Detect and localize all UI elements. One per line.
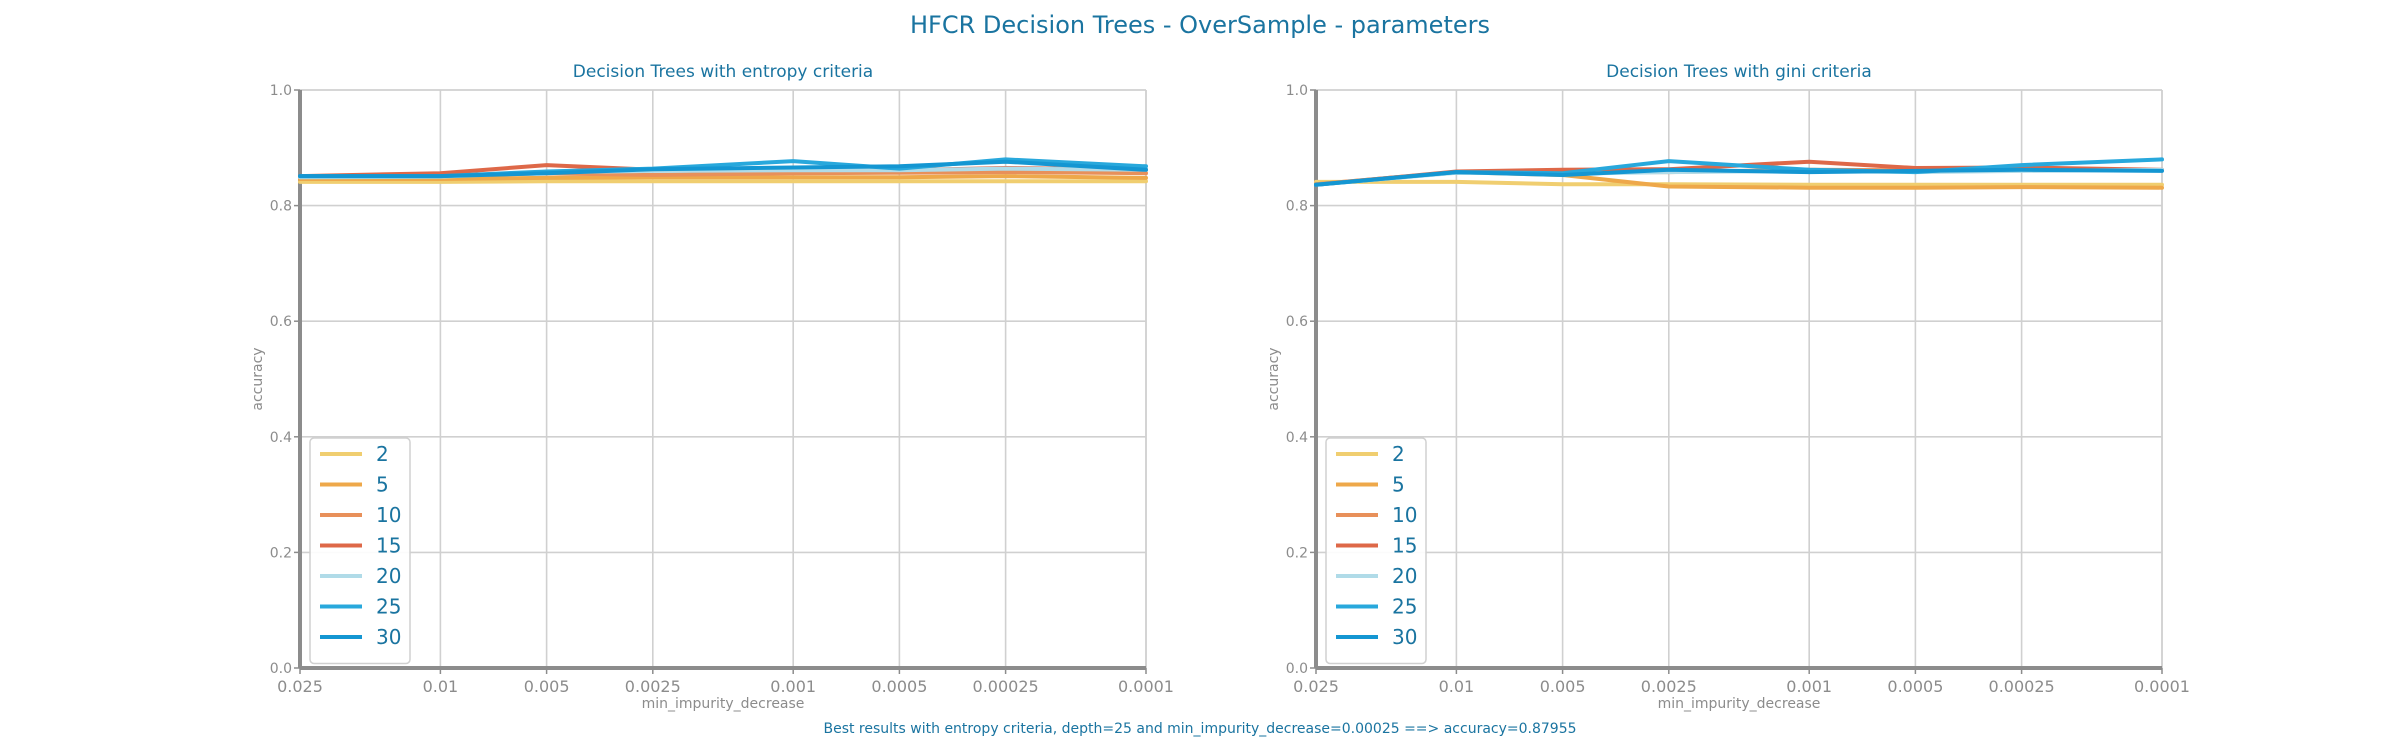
legend-label: 20 (1392, 564, 1417, 588)
y-tick-label: 0.6 (270, 314, 292, 330)
x-tick-label: 0.0001 (2134, 677, 2190, 696)
x-tick-label: 0.01 (423, 677, 459, 696)
x-tick-label: 0.0001 (1118, 677, 1174, 696)
legend-label: 10 (1392, 503, 1417, 527)
figure-title: HFCR Decision Trees - OverSample - param… (910, 11, 1490, 39)
legend-label: 5 (376, 473, 389, 497)
y-axis-label: accuracy (1266, 347, 1282, 410)
series-line-depth-5 (298, 174, 1148, 181)
y-tick-label: 0.0 (270, 661, 292, 677)
x-tick-label: 0.00025 (1989, 677, 2055, 696)
series-line-depth-2 (1314, 179, 2164, 187)
y-tick-label: 0.2 (1286, 545, 1308, 561)
x-tick-label: 0.025 (1293, 677, 1339, 696)
series-line-depth-30 (298, 159, 1148, 179)
y-tick-label: 0.2 (270, 545, 292, 561)
x-tick-label: 0.001 (1786, 677, 1832, 696)
legend-label: 10 (376, 503, 401, 527)
x-tick-label: 0.00025 (973, 677, 1039, 696)
legend-label: 30 (376, 625, 401, 649)
x-tick-label: 0.001 (770, 677, 816, 696)
legend-label: 25 (1392, 595, 1417, 619)
y-tick-label: 0.8 (1286, 199, 1308, 215)
y-tick-label: 1.0 (270, 83, 292, 99)
series-line-depth-30 (1314, 167, 2164, 187)
x-axis-label: min_impurity_decrease (1658, 696, 1821, 712)
x-axis-label: min_impurity_decrease (642, 696, 805, 712)
x-tick-label: 0.0025 (625, 677, 681, 696)
legend-label: 2 (376, 442, 389, 466)
x-tick-label: 0.01 (1439, 677, 1475, 696)
x-tick-label: 0.025 (277, 677, 323, 696)
legend-label: 20 (376, 564, 401, 588)
gini-chart-panel: Decision Trees with gini criteria 0.0 0.2 0… (1266, 62, 2190, 712)
y-tick-label: 0.6 (1286, 314, 1308, 330)
entropy-chart-panel: Decision Trees with entropy criteria0.00… (250, 62, 1174, 712)
y-tick-label: 1.0 (1286, 83, 1308, 99)
x-tick-label: 0.0025 (1641, 677, 1697, 696)
chart-title: Decision Trees with gini criteria (1606, 62, 1872, 82)
legend-label: 30 (1392, 625, 1417, 649)
x-tick-label: 0.0005 (871, 677, 927, 696)
legend-label: 25 (376, 595, 401, 619)
y-axis-label: accuracy (250, 347, 266, 410)
x-tick-label: 0.005 (524, 677, 570, 696)
legend-label: 15 (1392, 534, 1417, 558)
legend-label: 15 (376, 534, 401, 558)
y-tick-label: 0.4 (270, 430, 292, 446)
y-tick-label: 0.8 (270, 199, 292, 215)
legend-label: 2 (1392, 442, 1405, 466)
x-tick-label: 0.0005 (1887, 677, 1943, 696)
y-tick-label: 0.4 (1286, 430, 1308, 446)
x-tick-label: 0.005 (1540, 677, 1586, 696)
chart-title: Decision Trees with entropy criteria (573, 62, 873, 82)
y-tick-label: 0.0 (1286, 661, 1308, 677)
best-results-footer: Best results with entropy criteria, dept… (823, 721, 1576, 737)
series-line-depth-2 (298, 179, 1148, 184)
legend-label: 5 (1392, 473, 1405, 497)
